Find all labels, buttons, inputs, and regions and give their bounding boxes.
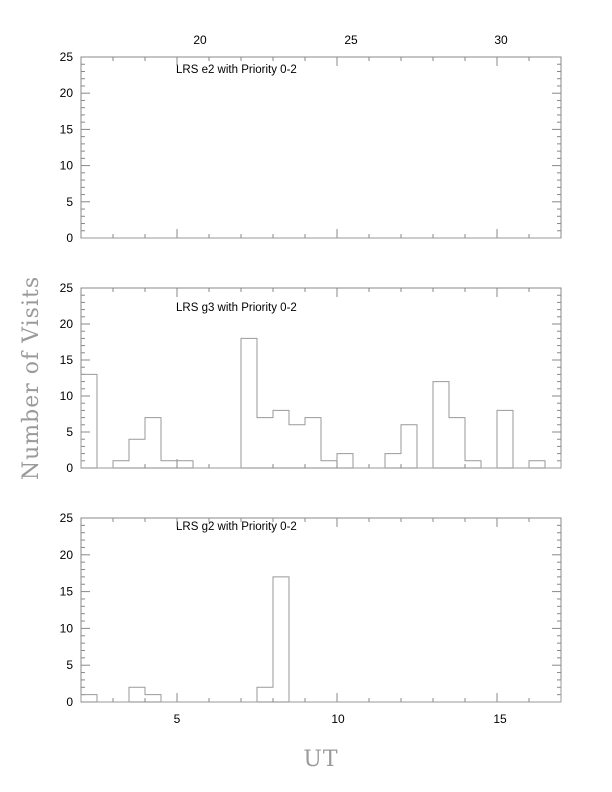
y-tick-label: 25 [60,50,74,64]
y-tick-label: 0 [66,461,73,475]
x-axis-title: UT [303,747,338,772]
panel-title-e2: LRS e2 with Priority 0-2 [176,64,297,76]
y-tick-label: 25 [60,511,74,525]
y-tick-label: 5 [66,195,73,209]
panel-e2: LRS e2 with Priority 0-2 0 5 10 15 20 25 [60,50,562,245]
top-axis-labels: 20 25 30 [193,33,508,47]
y-tick-label: 0 [66,695,73,709]
y-tick-label: 10 [60,621,74,635]
histogram-series [80,337,562,469]
bottom-axis-tick-label-2: 15 [493,712,507,726]
y-tick-label: 15 [60,122,74,136]
panel-g3: LRS g3 with Priority 0-2 0 5 10 15 20 25 [60,281,562,475]
panel-title-g2: LRS g2 with Priority 0-2 [176,521,297,533]
top-axis-tick-label-0: 20 [193,33,207,47]
plot-frame [80,56,562,239]
top-axis-tick-label-1: 25 [344,33,358,47]
top-axis-tick-label-2: 30 [494,33,508,47]
y-tick-label: 20 [60,86,74,100]
y-axis-title: Number of Visits [19,276,44,480]
y-tick-label: 25 [60,281,74,295]
bottom-axis-tick-label-0: 5 [174,712,181,726]
bottom-axis-labels: 5 10 15 [174,712,507,726]
y-tick-label: 10 [60,159,74,173]
y-tick-label: 5 [66,658,73,672]
plot-frame [80,517,562,703]
y-tick-label: 20 [60,317,74,331]
y-tick-label: 15 [60,353,74,367]
y-tick-label: 10 [60,389,74,403]
y-tick-label: 0 [66,231,73,245]
panel-title-g3: LRS g3 with Priority 0-2 [176,302,297,314]
bottom-axis-tick-label-1: 10 [331,712,345,726]
y-tick-label: 20 [60,548,74,562]
histogram-series [80,576,562,703]
panel-g2: LRS g2 with Priority 0-2 0 5 10 15 20 25 [60,511,562,709]
y-tick-label: 15 [60,585,74,599]
y-tick-label: 5 [66,425,73,439]
